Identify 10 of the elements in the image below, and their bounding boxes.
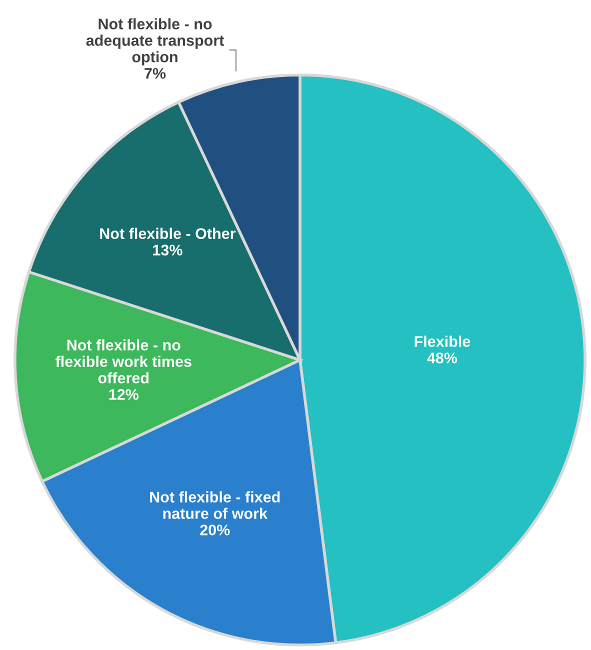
- data-label: 48%: [427, 352, 458, 364]
- slice-label: Not flexible - Other: [100, 228, 236, 240]
- slice-label: Not flexible - no flexible work times offered: [56, 339, 192, 384]
- data-label: 7%: [144, 68, 166, 79]
- slice-label: Not flexible - no adequate transport option: [86, 18, 224, 66]
- data-label: 20%: [200, 524, 230, 536]
- slice-label: Flexible: [414, 336, 470, 347]
- data-label: 13%: [153, 244, 182, 256]
- slice-label: Not flexible - fixed nature of work: [150, 491, 280, 519]
- data-label: 12%: [109, 389, 139, 400]
